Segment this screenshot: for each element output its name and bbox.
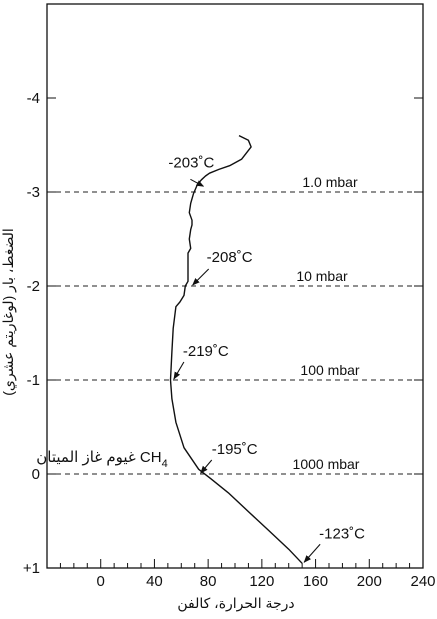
annotation-arrow [173,361,185,380]
y-tick-label: 0 [32,466,40,483]
annotation-arrow [200,459,213,474]
pressure-label: 100 mbar [300,362,359,378]
annotation-label: -208˚C [207,249,253,266]
y-tick-label: -4 [27,90,40,107]
cloud-label: غيوم غاز الميتان CH4 [36,449,167,470]
annotation-arrow [192,268,210,286]
cloud-label-subscript: 4 [162,458,168,470]
y-tick-label: -2 [27,278,40,295]
annotation-label: -195˚C [212,441,258,458]
temperature-profile-line [169,134,303,564]
x-tick-label: 40 [146,573,163,590]
x-axis-title: درجة الحرارة، كالفن [177,595,294,612]
annotation-label: -219˚C [183,343,229,360]
cloud-label-text: غيوم غاز الميتان CH [36,449,161,466]
pressure-label: 1.0 mbar [302,174,358,190]
y-tick-label: +1 [23,560,40,577]
y-axis-title: الضغط، بار (لوغاريتم عشري) [0,228,17,396]
annotation-arrow [303,543,321,563]
pressure-label: 1000 mbar [293,456,360,472]
annotation-label: -203˚C [168,154,214,171]
annotation-label: -123˚C [319,525,365,542]
x-tick-label: 0 [97,573,105,590]
x-tick-label: 240 [410,573,435,590]
x-tick-label: 120 [249,573,274,590]
x-tick-label: 200 [357,573,382,590]
y-tick-label: -1 [27,372,40,389]
annotation-arrow [190,178,205,187]
x-tick-label: 160 [303,573,328,590]
pressure-label: 10 mbar [296,268,348,284]
y-tick-label: -3 [27,184,40,201]
x-tick-label: 80 [200,573,217,590]
